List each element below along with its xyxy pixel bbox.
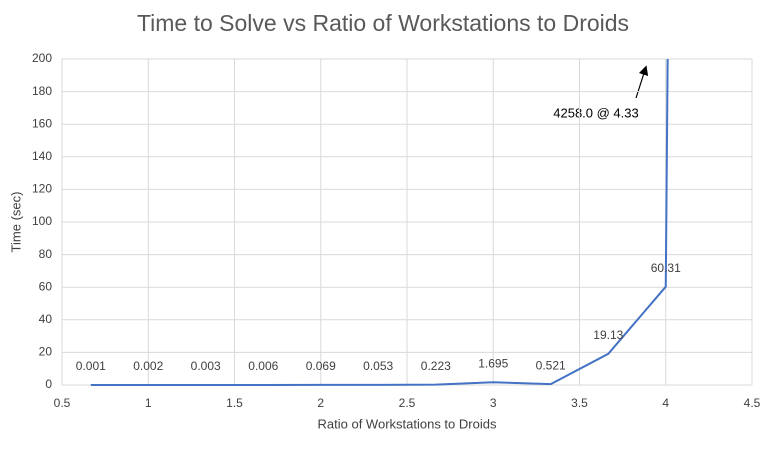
chart-title: Time to Solve vs Ratio of Workstations t… — [137, 10, 629, 36]
data-label: 19.13 — [593, 328, 623, 342]
y-tick-label: 0 — [45, 377, 52, 391]
data-label: 0.003 — [191, 359, 221, 373]
x-tick-label: 3.5 — [571, 396, 588, 410]
x-tick-label: 1 — [145, 396, 152, 410]
y-tick-label: 140 — [32, 149, 52, 163]
data-label: 0.001 — [76, 359, 106, 373]
data-label: 0.006 — [248, 359, 278, 373]
y-tick-label: 20 — [39, 345, 53, 359]
y-tick-label: 200 — [32, 51, 52, 65]
x-tick-label: 2.5 — [399, 396, 416, 410]
x-tick-label: 2 — [317, 396, 324, 410]
x-axis-title: Ratio of Workstations to Droids — [318, 416, 497, 431]
annotation: 4258.0 @ 4.33 — [553, 105, 638, 120]
x-tick-label: 3 — [490, 396, 497, 410]
y-tick-label: 80 — [39, 247, 53, 261]
x-tick-label: 4 — [662, 396, 669, 410]
plot-area — [90, 59, 669, 386]
annotation-arrow — [635, 65, 649, 99]
data-label: 0.053 — [363, 359, 393, 373]
data-label: 0.069 — [306, 359, 336, 373]
y-tick-label: 100 — [32, 214, 52, 228]
y-axis-title: Time (sec) — [8, 192, 23, 253]
data-label: 60.31 — [651, 261, 681, 275]
y-tick-label: 120 — [32, 182, 52, 196]
y-tick-label: 160 — [32, 116, 52, 130]
x-tick-label: 4.5 — [744, 396, 761, 410]
data-label: 0.521 — [536, 358, 566, 372]
x-tick-label: 1.5 — [226, 396, 243, 410]
y-tick-label: 60 — [39, 279, 53, 293]
x-tick-label: 0.5 — [54, 396, 71, 410]
data-label: 1.695 — [478, 356, 508, 370]
data-label: 0.223 — [421, 359, 451, 373]
y-tick-label: 180 — [32, 84, 52, 98]
data-line — [90, 59, 669, 386]
y-tick-label: 40 — [39, 312, 53, 326]
data-label: 0.002 — [133, 359, 163, 373]
